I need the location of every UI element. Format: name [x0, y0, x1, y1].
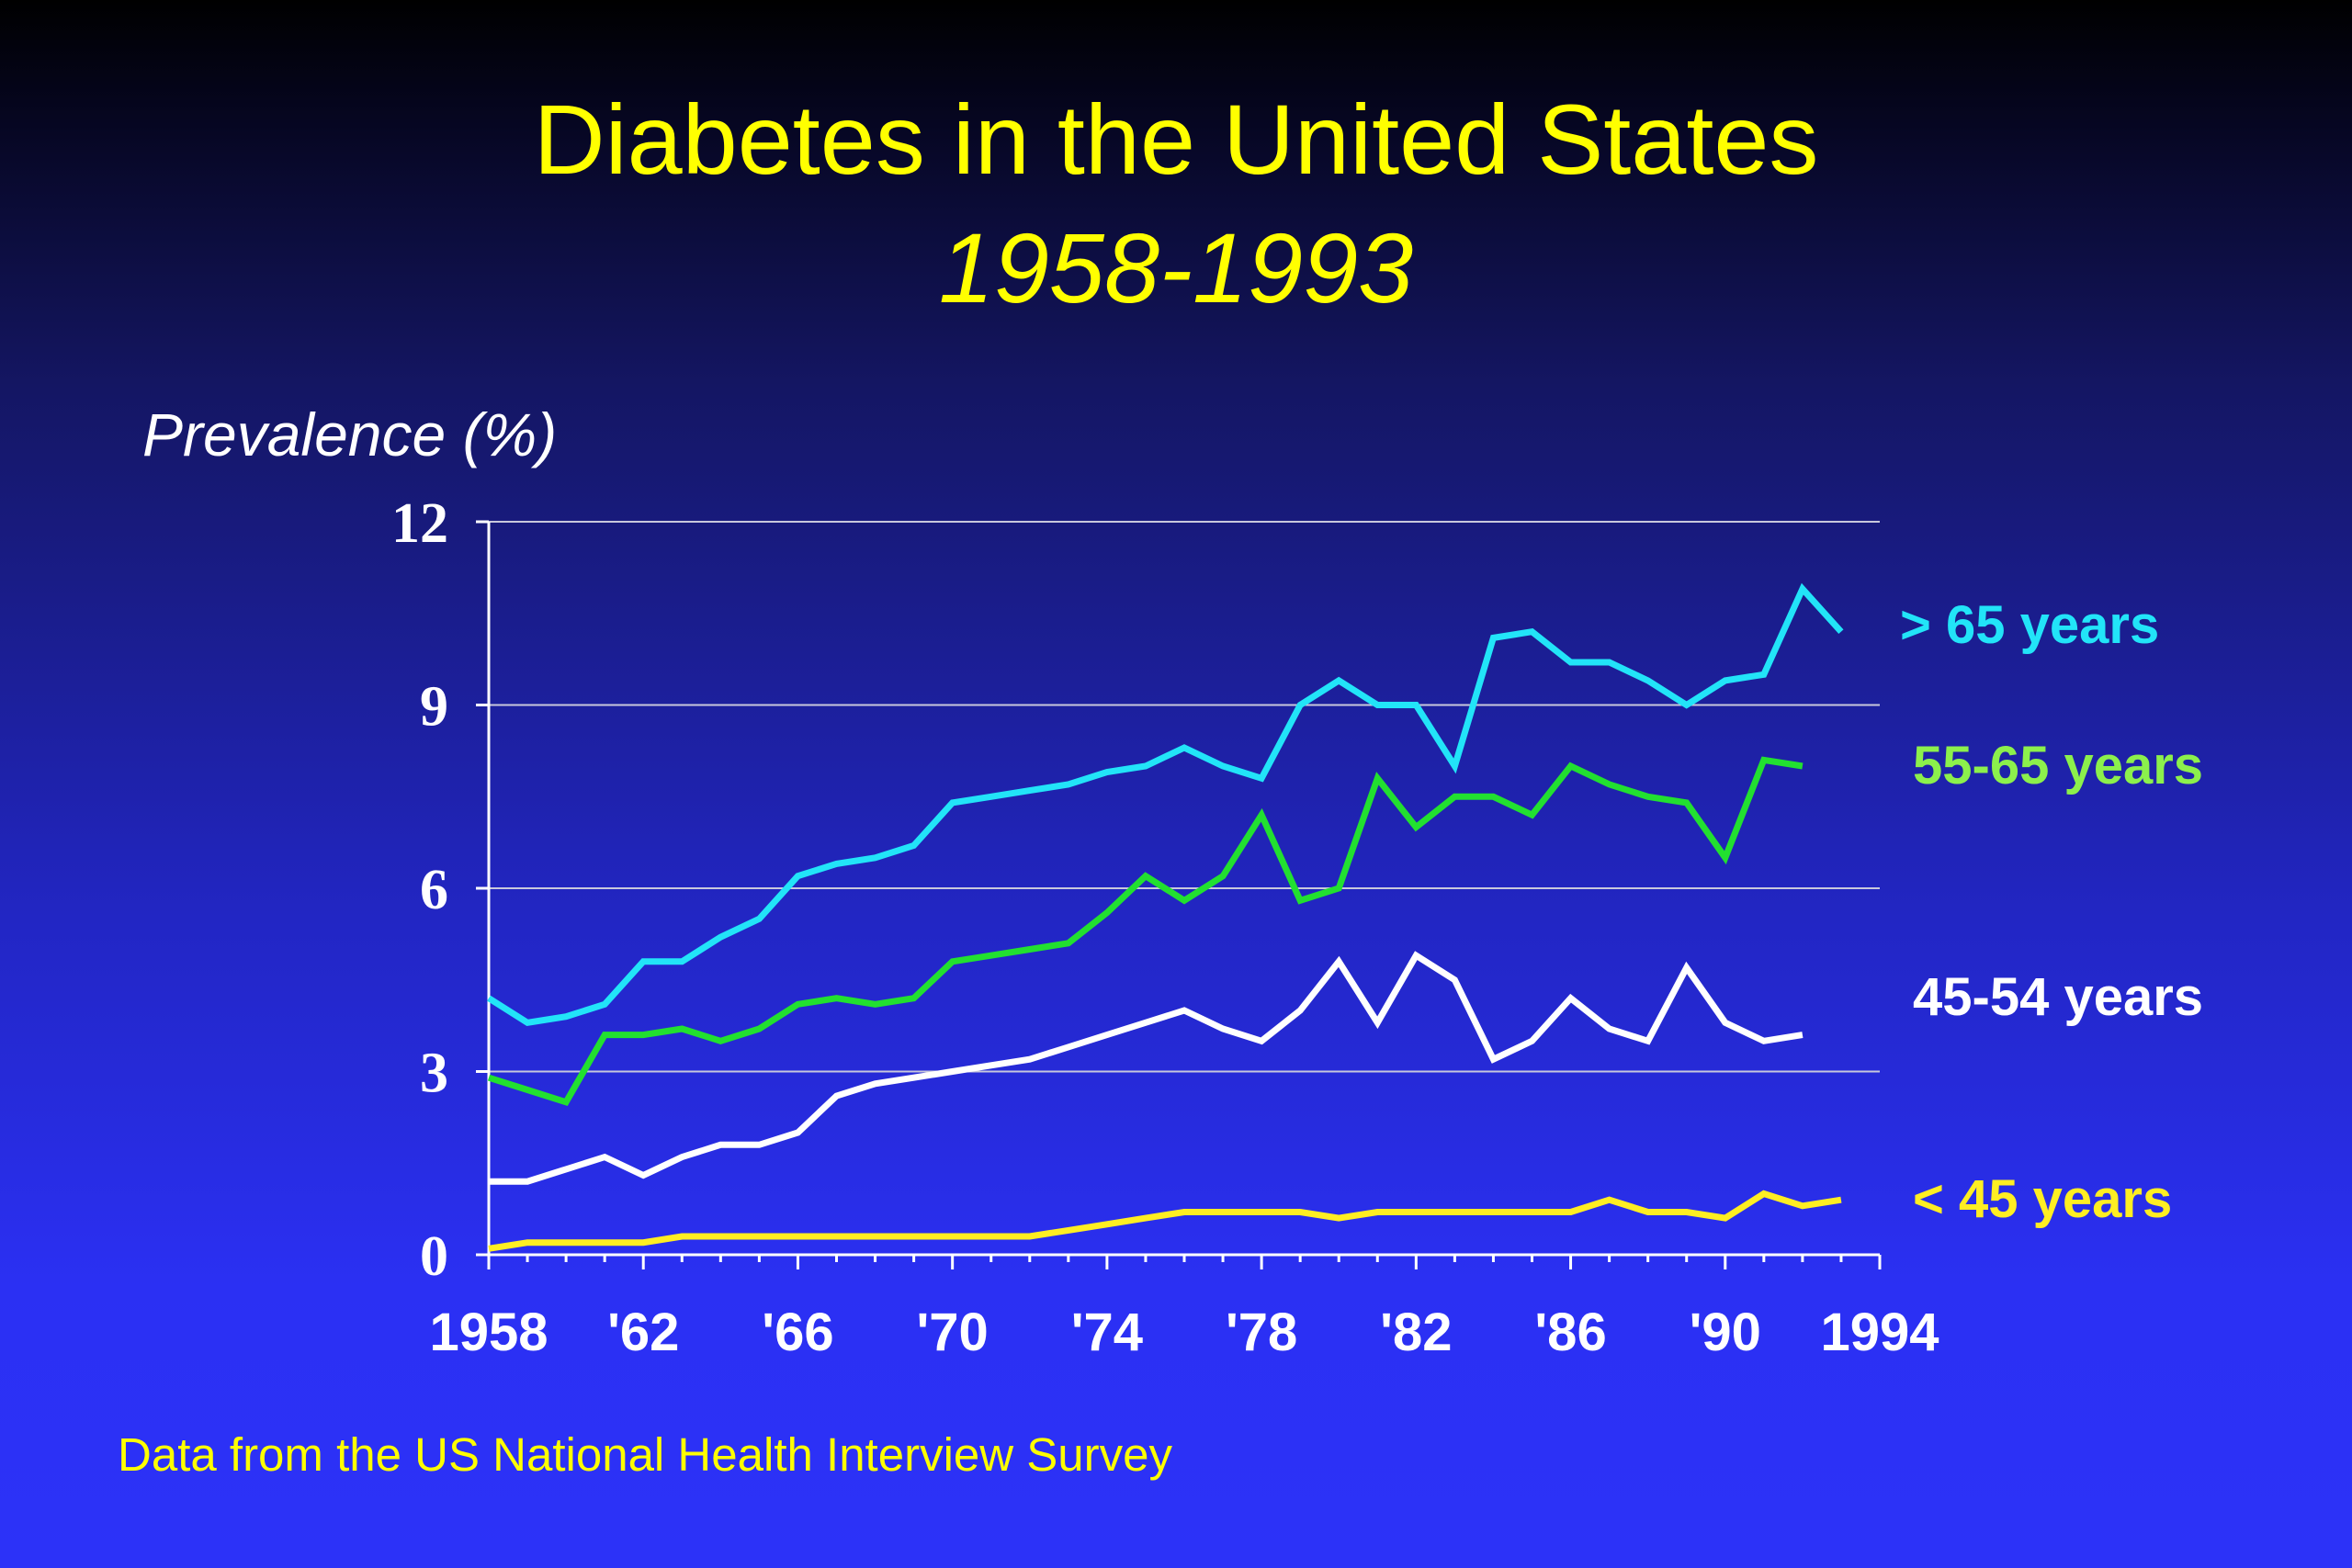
- series-label-over-65: > 65 years: [1900, 595, 2160, 655]
- series-label-55-65: 55-65 years: [1913, 736, 2204, 795]
- y-tick-label-6: 6: [420, 859, 448, 921]
- gridlines: [489, 521, 1880, 1073]
- x-tick-label-1958: 1958: [429, 1303, 548, 1362]
- y-tick-label-0: 0: [420, 1225, 448, 1288]
- chart-title: Diabetes in the United States: [533, 84, 1819, 195]
- series-lines: [487, 582, 1844, 1252]
- x-tick-label-1978: '78: [1226, 1303, 1297, 1362]
- tick-labels: 0 3 6 9 12 1958 '62 '66 '70 '74 '78 '82 '86 '90 1994: [391, 492, 1939, 1362]
- series-line-1: [487, 756, 1804, 1106]
- source-note: Data from the US National Health Intervi…: [118, 1428, 1172, 1481]
- x-tick-label-1970: '70: [917, 1303, 989, 1362]
- series-label-under-45: < 45 years: [1913, 1169, 2173, 1229]
- series-line-0: [487, 582, 1844, 1026]
- y-tick-label-12: 12: [391, 492, 448, 555]
- x-tick-label-1982: '82: [1380, 1303, 1452, 1362]
- series-line-3: [488, 1190, 1842, 1252]
- x-tick-label-1990: '90: [1690, 1303, 1761, 1362]
- x-tick-label-1962: '62: [607, 1303, 679, 1362]
- y-tick-label-3: 3: [420, 1043, 448, 1105]
- axes: [476, 520, 1882, 1269]
- series-label-45-54: 45-54 years: [1913, 967, 2204, 1027]
- x-tick-label-1974: '74: [1071, 1303, 1143, 1362]
- x-tick-label-1966: '66: [762, 1303, 833, 1362]
- y-axis-label: Prevalence (%): [142, 400, 558, 468]
- series-line-2: [489, 951, 1804, 1185]
- x-tick-label-1994: 1994: [1820, 1303, 1939, 1362]
- x-tick-label-1986: '86: [1534, 1303, 1606, 1362]
- chart-subtitle: 1958-1993: [938, 212, 1414, 323]
- y-tick-label-9: 9: [420, 676, 448, 739]
